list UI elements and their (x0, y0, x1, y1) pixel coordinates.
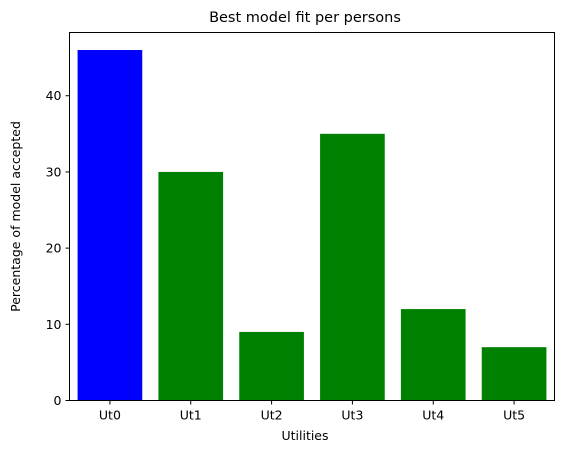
x-tick-label: Ut4 (422, 408, 444, 423)
x-tick-label: Ut5 (503, 408, 525, 423)
bar-ut3 (320, 133, 385, 401)
y-tick-label: 30 (46, 164, 62, 179)
bar-ut5 (481, 347, 547, 401)
x-tick-label: Ut3 (341, 408, 363, 423)
x-axis-label: Utilities (281, 428, 328, 443)
y-tick-label: 10 (46, 317, 62, 332)
y-tick-label: 20 (46, 241, 62, 256)
chart-title: Best model fit per persons (209, 10, 401, 26)
y-tick-label: 40 (46, 88, 62, 103)
y-axis: 0 10 20 30 40 (46, 88, 70, 408)
x-tick-label: Ut0 (99, 408, 121, 423)
plot-frame (69, 32, 555, 401)
x-tick-label: Ut2 (261, 408, 283, 423)
x-axis: Ut0 Ut1 Ut2 Ut3 Ut4 Ut5 (99, 400, 525, 423)
x-tick-label: Ut1 (180, 408, 202, 423)
bar-ut4 (400, 309, 466, 401)
y-tick-label: 0 (54, 393, 62, 408)
bar-ut1 (158, 171, 224, 401)
y-axis-label: Percentage of model accepted (8, 121, 23, 312)
bar-ut0 (77, 50, 143, 401)
bars-layer (77, 50, 547, 401)
bar-ut2 (239, 331, 304, 401)
